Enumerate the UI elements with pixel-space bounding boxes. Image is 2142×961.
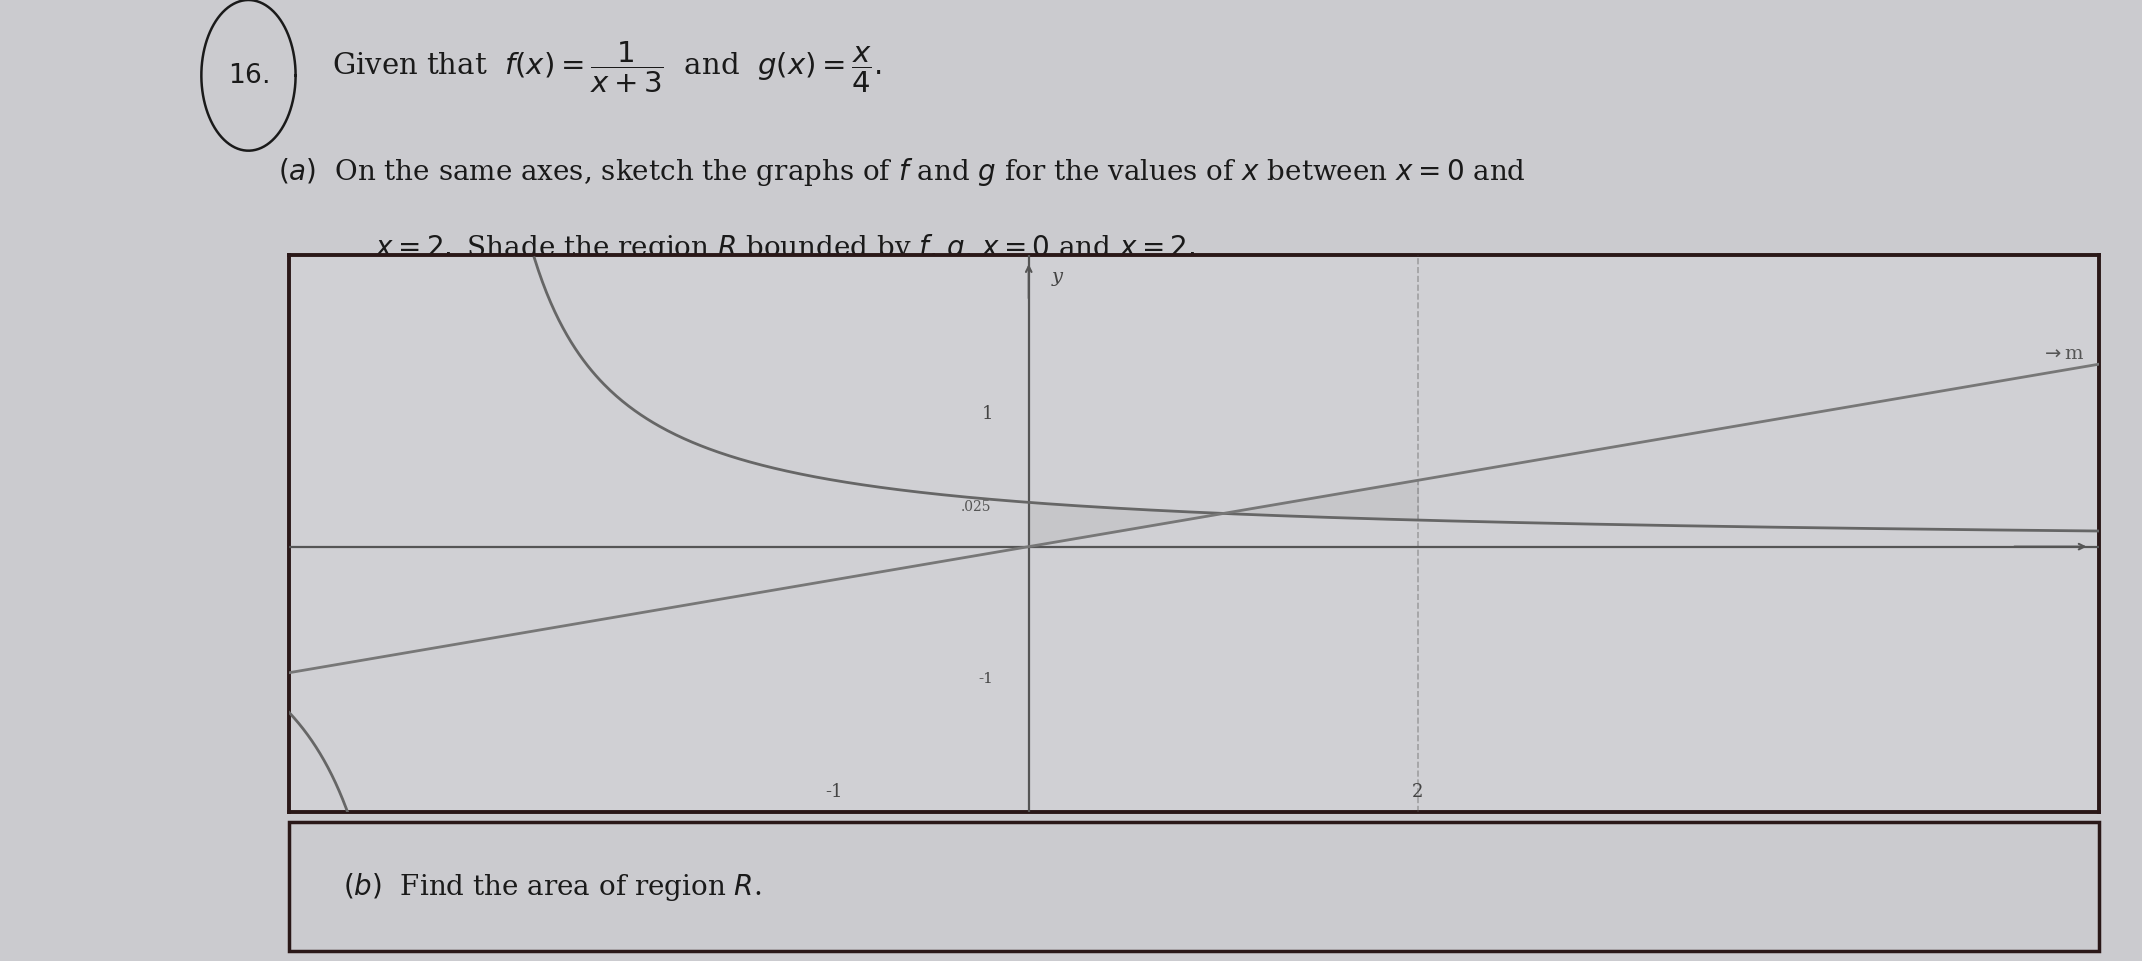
Text: Given that  $f\left(x\right)=\dfrac{1}{x+3}$  and  $g\left(x\right)=\dfrac{x}{4}: Given that $f\left(x\right)=\dfrac{1}{x+… <box>332 39 883 95</box>
Text: -1: -1 <box>825 783 842 801</box>
Text: 2: 2 <box>1412 783 1424 801</box>
Text: .025: .025 <box>960 500 992 514</box>
Text: $16.$: $16.$ <box>227 62 270 87</box>
Text: -1: -1 <box>979 673 994 686</box>
Text: $x=2.$ Shade the region $R$ bounded by $f$, $g$, $x=0$ and $x=2.$: $x=2.$ Shade the region $R$ bounded by $… <box>375 232 1195 263</box>
Text: y: y <box>1052 268 1062 286</box>
Text: 1: 1 <box>983 405 994 423</box>
Text: $(b)$  Find the area of region $R$.: $(b)$ Find the area of region $R$. <box>343 871 763 902</box>
Text: $\rightarrow$m: $\rightarrow$m <box>2041 346 2084 363</box>
Text: $(a)$  On the same axes, sketch the graphs of $f$ and $g$ for the values of $x$ : $(a)$ On the same axes, sketch the graph… <box>278 157 1527 188</box>
